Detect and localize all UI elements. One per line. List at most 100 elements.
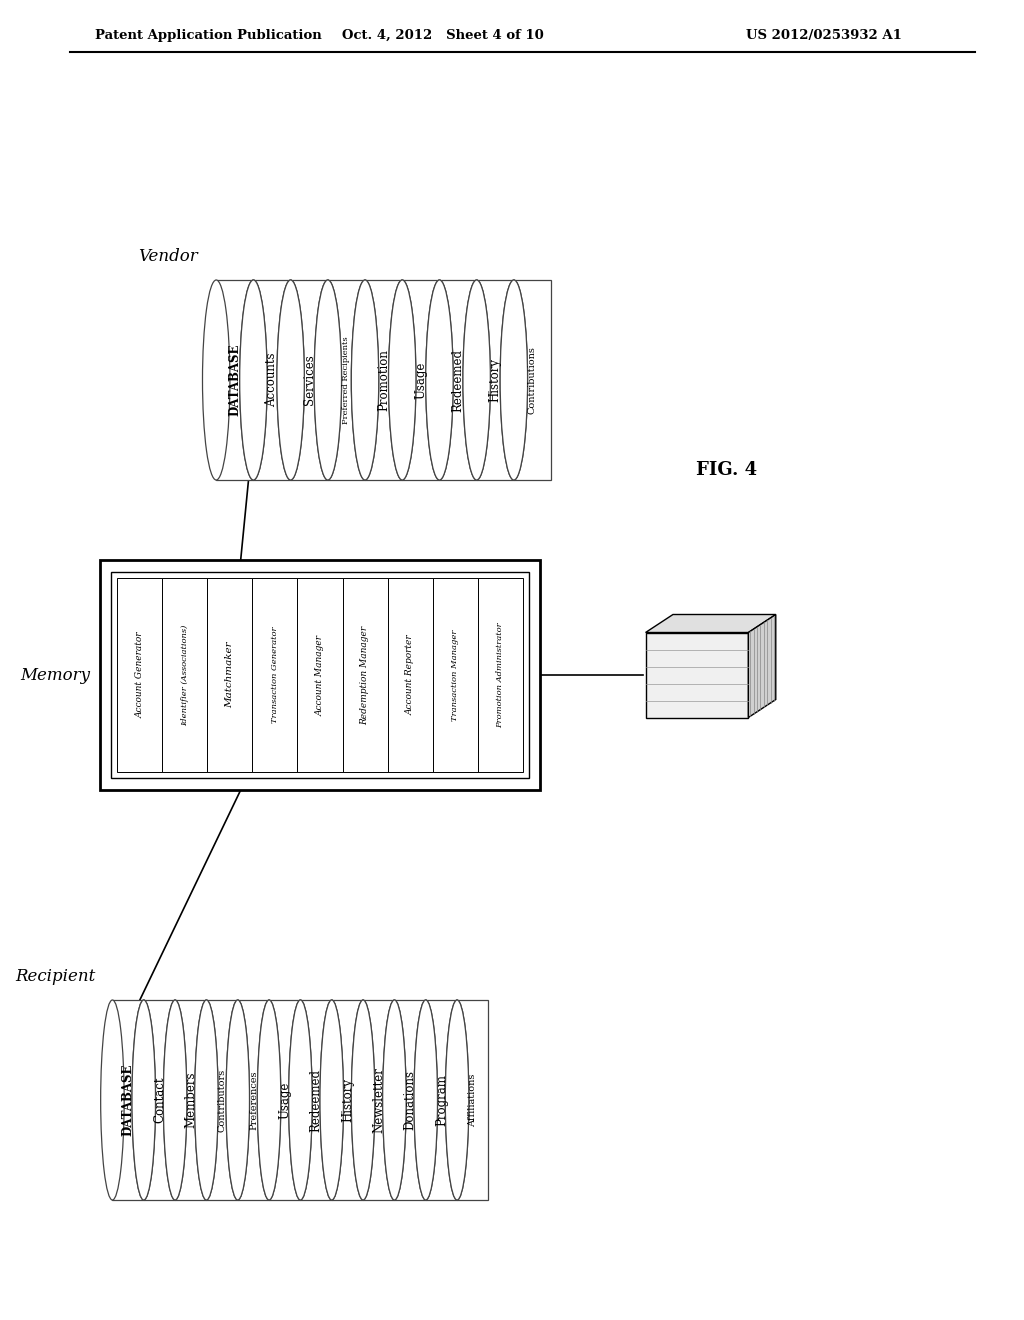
Text: History: History (341, 1078, 354, 1122)
Text: Redemption Manager: Redemption Manager (360, 626, 370, 725)
Text: Contributors: Contributors (217, 1068, 226, 1131)
Bar (332, 1001, 364, 1200)
Ellipse shape (240, 280, 267, 480)
Text: FIG. 4: FIG. 4 (695, 461, 757, 479)
Ellipse shape (351, 280, 379, 480)
Ellipse shape (195, 1001, 218, 1200)
Ellipse shape (100, 1001, 124, 1200)
Ellipse shape (500, 280, 527, 480)
Bar (118, 578, 163, 772)
Bar (645, 632, 749, 718)
Bar (402, 280, 439, 480)
Bar (208, 578, 253, 772)
Ellipse shape (500, 280, 527, 480)
Ellipse shape (319, 1001, 343, 1200)
Bar (112, 572, 528, 777)
Ellipse shape (463, 280, 490, 480)
Text: Contributions: Contributions (528, 346, 537, 414)
Ellipse shape (226, 1001, 250, 1200)
Ellipse shape (257, 1001, 281, 1200)
Text: Vendor: Vendor (138, 248, 198, 265)
Ellipse shape (351, 1001, 375, 1200)
Ellipse shape (414, 1001, 437, 1200)
Ellipse shape (445, 1001, 469, 1200)
Text: Promotion Administrator: Promotion Administrator (497, 622, 504, 727)
Bar (238, 1001, 269, 1200)
Ellipse shape (383, 1001, 407, 1200)
Text: Redeemed: Redeemed (452, 348, 465, 412)
Ellipse shape (289, 1001, 312, 1200)
Text: Account Manager: Account Manager (315, 635, 325, 715)
Ellipse shape (276, 280, 304, 480)
Bar (143, 1001, 175, 1200)
Ellipse shape (388, 280, 416, 480)
Text: Account Generator: Account Generator (135, 632, 144, 718)
Ellipse shape (257, 1001, 281, 1200)
Bar (476, 280, 514, 480)
Text: Memory: Memory (19, 667, 90, 684)
Text: Services: Services (303, 355, 315, 405)
Bar (207, 1001, 238, 1200)
Ellipse shape (203, 280, 230, 480)
Text: Donations: Donations (403, 1071, 417, 1130)
Text: Preferences: Preferences (249, 1071, 258, 1130)
Text: Patent Application Publication: Patent Application Publication (95, 29, 322, 41)
Text: Matchmaker: Matchmaker (225, 642, 234, 709)
Ellipse shape (383, 1001, 407, 1200)
Text: Account Reporter: Account Reporter (406, 635, 415, 715)
Bar (163, 578, 208, 772)
Ellipse shape (289, 1001, 312, 1200)
Text: DATABASE: DATABASE (122, 1064, 134, 1137)
Ellipse shape (463, 280, 490, 480)
Bar (364, 1001, 394, 1200)
Polygon shape (645, 615, 776, 632)
Bar (426, 1001, 457, 1200)
Ellipse shape (226, 1001, 250, 1200)
Bar (328, 280, 365, 480)
Ellipse shape (132, 1001, 156, 1200)
Bar (432, 578, 477, 772)
Ellipse shape (195, 1001, 218, 1200)
Text: Preferred Recipients: Preferred Recipients (342, 337, 350, 424)
Bar (300, 1001, 332, 1200)
Bar (365, 280, 402, 480)
Text: Redeemed: Redeemed (309, 1068, 323, 1131)
Text: Newsletter: Newsletter (373, 1067, 385, 1133)
Text: Contact: Contact (153, 1077, 166, 1123)
Bar (457, 1001, 488, 1200)
Ellipse shape (132, 1001, 156, 1200)
Text: Recipient: Recipient (15, 968, 96, 985)
Ellipse shape (319, 1001, 343, 1200)
Ellipse shape (388, 280, 416, 480)
Bar (253, 280, 291, 480)
Ellipse shape (163, 1001, 186, 1200)
Polygon shape (749, 615, 776, 718)
Bar (439, 280, 476, 480)
Bar (342, 578, 387, 772)
Ellipse shape (276, 280, 304, 480)
Bar (175, 1001, 207, 1200)
Ellipse shape (426, 280, 454, 480)
Text: Affiliations: Affiliations (468, 1073, 477, 1127)
Ellipse shape (426, 280, 454, 480)
Text: Accounts: Accounts (265, 352, 279, 408)
Bar (269, 1001, 300, 1200)
Ellipse shape (414, 1001, 437, 1200)
Ellipse shape (240, 280, 267, 480)
Text: Oct. 4, 2012   Sheet 4 of 10: Oct. 4, 2012 Sheet 4 of 10 (342, 29, 544, 41)
Bar (216, 280, 253, 480)
Ellipse shape (445, 1001, 469, 1200)
Text: Usage: Usage (279, 1081, 291, 1118)
Bar (477, 578, 522, 772)
Text: Members: Members (184, 1072, 198, 1129)
Bar (514, 280, 551, 480)
Ellipse shape (314, 280, 342, 480)
Ellipse shape (163, 1001, 186, 1200)
Bar (291, 280, 328, 480)
Bar (99, 560, 541, 789)
Bar (253, 578, 297, 772)
Text: History: History (488, 358, 502, 403)
Text: Identifier (Associations): Identifier (Associations) (181, 624, 188, 726)
Text: Program: Program (435, 1074, 447, 1126)
Text: Promotion: Promotion (377, 348, 390, 411)
